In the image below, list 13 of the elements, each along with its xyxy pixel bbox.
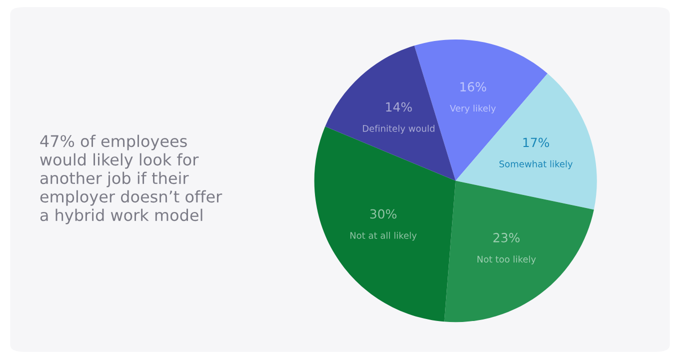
- slice-label: Very likely: [450, 104, 496, 114]
- pie-slice: [444, 180, 594, 322]
- slice-label: Somewhat likely: [499, 160, 573, 170]
- data-label: 17%: [523, 138, 550, 148]
- data-label: 23%: [493, 232, 520, 242]
- slice-label: Definitely would: [362, 124, 434, 134]
- slice-label: Not too likely: [478, 256, 536, 264]
- data-label: 14%: [386, 102, 412, 112]
- pie-slice: [314, 126, 456, 322]
- data-label: 16%: [460, 82, 486, 92]
- text: 47% of employees would likely look for another job if their employer doesn’t offer a hybrid work model: [40, 134, 222, 224]
- slice-label: Not at all likely: [350, 232, 417, 241]
- data-label: 30%: [370, 209, 396, 219]
